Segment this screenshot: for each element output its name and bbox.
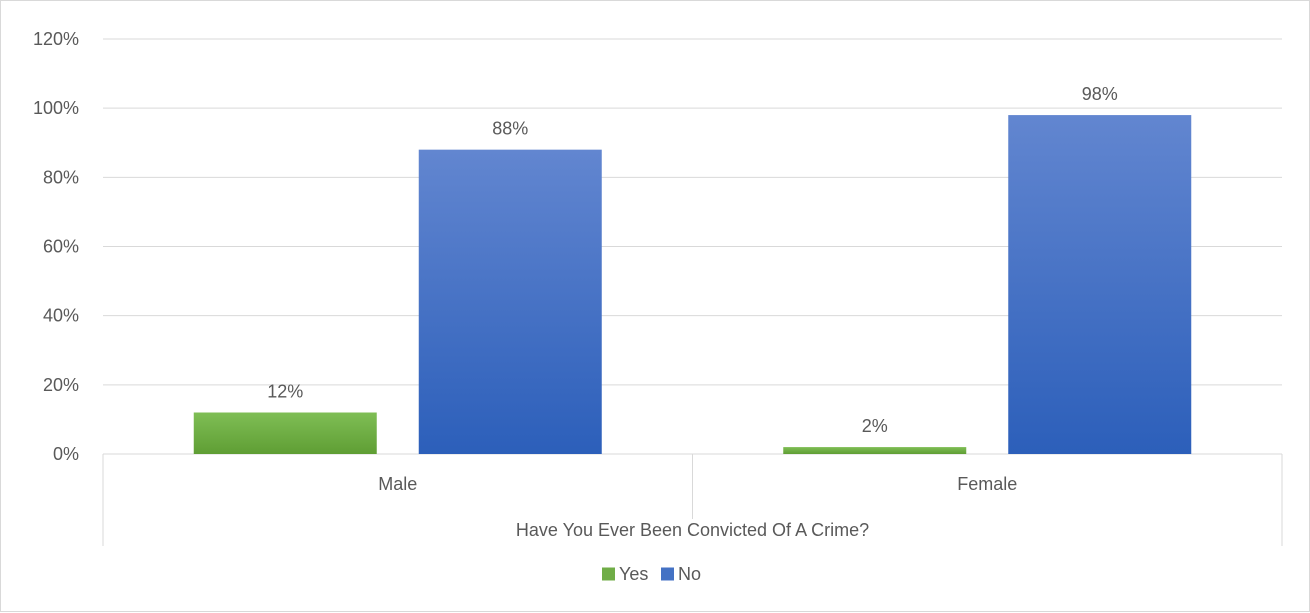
- category-label-female: Female: [957, 474, 1017, 494]
- y-tick-label: 20%: [43, 375, 79, 395]
- data-label: 12%: [267, 382, 303, 402]
- y-tick-label: 80%: [43, 167, 79, 187]
- legend-label-no: No: [678, 564, 701, 584]
- y-tick-label: 0%: [53, 444, 79, 464]
- bar-no-male: [418, 149, 602, 454]
- x-axis-title: Have You Ever Been Convicted Of A Crime?: [516, 520, 869, 540]
- bar-yes-male: [193, 412, 377, 454]
- bar-no-female: [1008, 115, 1192, 454]
- bars: [193, 115, 1192, 454]
- labels: Male Female Have You Ever Been Convicted O…: [267, 84, 1118, 540]
- bar-yes-female: [783, 447, 967, 454]
- legend-swatch-yes: [602, 567, 615, 581]
- y-tick-label: 100%: [33, 98, 79, 118]
- data-label: 2%: [862, 416, 888, 436]
- category-label-male: Male: [378, 474, 417, 494]
- y-tick-label: 120%: [33, 29, 79, 49]
- y-tick-label: 40%: [43, 306, 79, 326]
- data-label: 98%: [1082, 84, 1118, 104]
- data-label: 88%: [492, 119, 528, 139]
- legend-label-yes: Yes: [619, 564, 648, 584]
- axes: 0% 20% 40% 60% 80% 100% 120%: [33, 29, 1283, 546]
- legend-swatch-no: [661, 567, 674, 581]
- y-tick-label: 60%: [43, 237, 79, 257]
- legend: Yes No: [602, 564, 701, 584]
